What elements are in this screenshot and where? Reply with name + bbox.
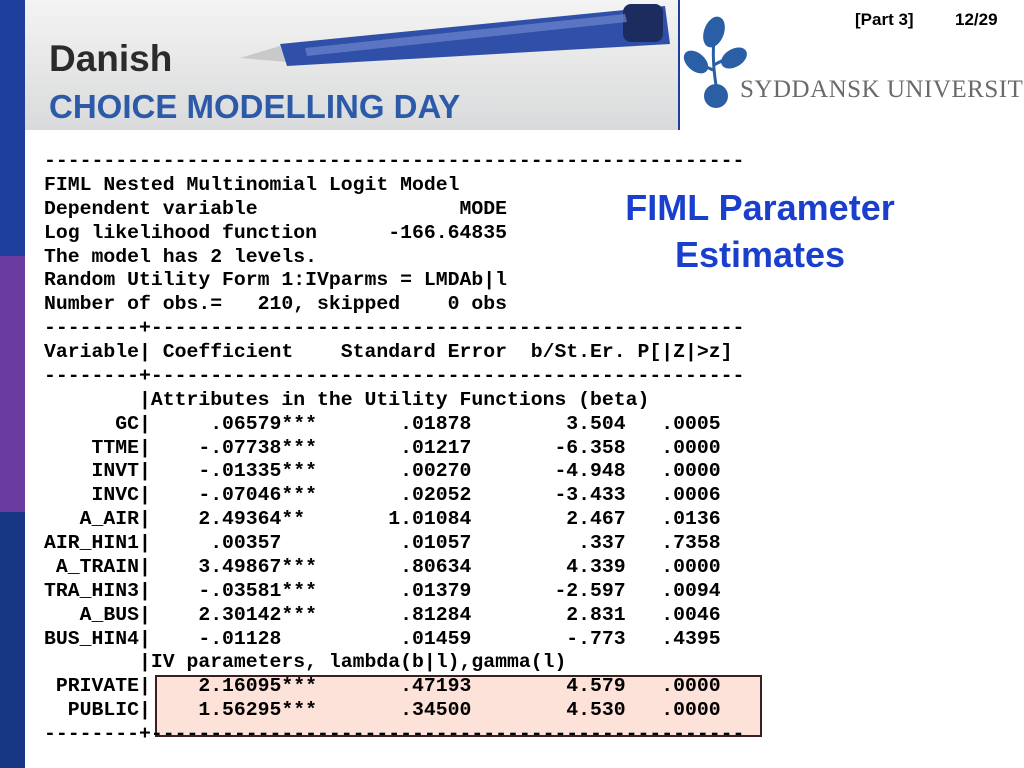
side-bar-top <box>0 0 25 256</box>
pen-cap <box>623 4 663 42</box>
output-line: Random Utility Form 1:IVparms = LMDAb|l <box>44 269 507 292</box>
output-line: Dependent variable MODE <box>44 197 507 220</box>
pen <box>240 4 670 66</box>
output-line: PUBLIC| 1.56295*** .34500 4.530 .0000 <box>44 699 721 722</box>
side-bar-middle <box>0 256 25 512</box>
output-line: A_BUS| 2.30142*** .81284 2.831 .0046 <box>44 603 721 626</box>
output-line: Variable| Coefficient Standard Error b/S… <box>44 341 733 363</box>
output-line: A_AIR| 2.49364** 1.01084 2.467 .0136 <box>44 508 721 531</box>
output-line: TRA_HIN3| -.03581*** .01379 -2.597 .0094 <box>44 579 721 602</box>
output-line: TTME| -.07738*** .01217 -6.358 .0000 <box>44 436 721 459</box>
output-line: --------+-------------------------------… <box>44 317 745 340</box>
model-output: ----------------------------------------… <box>44 150 744 747</box>
part-label: [Part 3] <box>855 10 914 29</box>
output-line: FIML Nested Multinomial Logit Model <box>44 173 460 196</box>
output-line: --------+-------------------------------… <box>44 364 745 387</box>
output-line: --------+-------------------------------… <box>44 723 745 745</box>
highlight-box <box>155 675 762 737</box>
output-line: PRIVATE| 2.16095*** .47193 4.579 .0000 <box>44 675 721 698</box>
output-line: GC| .06579*** .01878 3.504 .0005 <box>44 412 721 435</box>
output-line: AIR_HIN1| .00357 .01057 .337 .7358 <box>44 532 721 554</box>
output-line: Number of obs.= 210, skipped 0 obs <box>44 293 507 316</box>
slide-title: FIML Parameter Estimates <box>625 187 895 275</box>
side-bar-bottom <box>0 512 25 768</box>
output-line: INVC| -.07046*** .02052 -3.433 .0006 <box>44 484 721 507</box>
output-line: The model has 2 levels. <box>44 245 318 268</box>
output-line: |IV parameters, lambda(b|l),gamma(l) <box>44 651 567 674</box>
pen-shine <box>305 14 627 56</box>
banner-title-2: CHOICE MODELLING DAY <box>49 88 461 125</box>
output-line: Log likelihood function -166.64835 <box>44 221 507 244</box>
output-line: BUS_HIN4| -.01128 .01459 -.773 .4395 <box>44 627 721 650</box>
pen-tip <box>240 46 287 62</box>
output-line: ----------------------------------------… <box>44 150 745 172</box>
banner-title-1: Danish <box>49 38 173 79</box>
page-number: 12/29 <box>955 10 998 29</box>
logo-tree <box>683 16 747 108</box>
output-line: A_TRAIN| 3.49867*** .80634 4.339 .0000 <box>44 555 721 578</box>
banner-divider <box>678 0 680 130</box>
logo-text: SYDDANSK UNIVERSITET <box>740 76 1024 103</box>
banner: Danish CHOICE MODELLING DAY <box>25 0 678 130</box>
output-line: INVT| -.01335*** .00270 -4.948 .0000 <box>44 460 721 483</box>
output-line: |Attributes in the Utility Functions (be… <box>44 388 650 411</box>
